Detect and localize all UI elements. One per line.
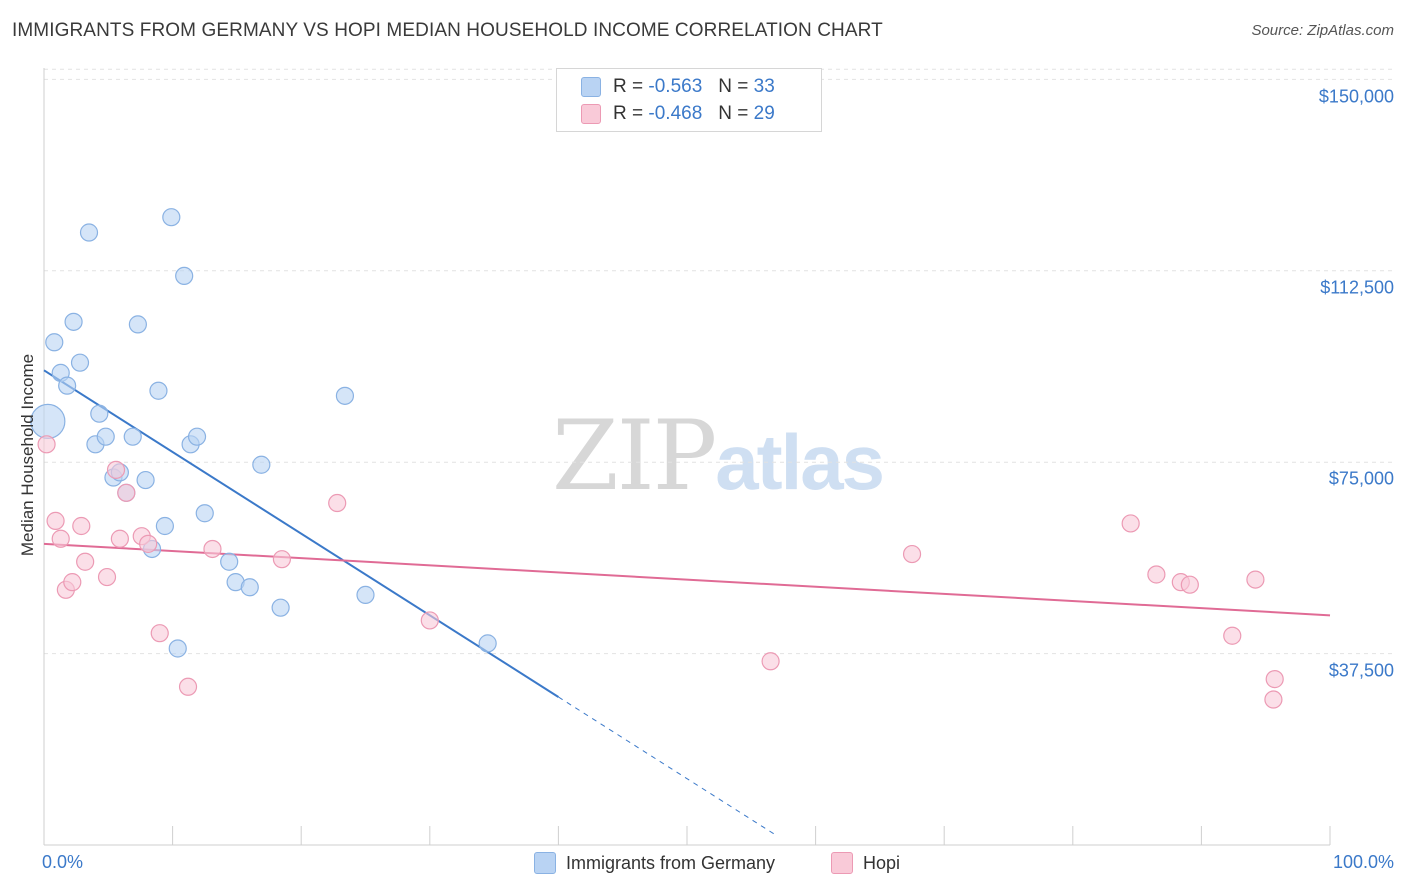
- legend-swatch-hopi: [831, 852, 853, 874]
- y-axis-label: Median Household Income: [18, 353, 37, 557]
- legend-row-germany: R = -0.563 N = 33: [581, 75, 775, 99]
- data-point-germany: [79, 223, 99, 242]
- data-point-germany: [64, 312, 83, 331]
- data-point-germany: [58, 376, 77, 395]
- data-point-germany: [240, 578, 259, 597]
- data-point-hopi: [106, 460, 126, 479]
- n-value: 33: [753, 76, 775, 97]
- data-point-hopi: [76, 552, 95, 571]
- data-point-hopi: [203, 539, 222, 559]
- data-point-germany: [195, 504, 214, 523]
- n-label: N =: [718, 76, 749, 97]
- legend-label-hopi: Hopi: [863, 852, 901, 873]
- data-point-hopi: [1223, 626, 1242, 645]
- r-label: R =: [613, 76, 644, 97]
- data-point-germany: [252, 455, 271, 474]
- data-point-hopi: [97, 567, 117, 587]
- legend-item-hopi[interactable]: Hopi: [831, 852, 900, 874]
- data-point-germany: [149, 381, 168, 400]
- trend-line: [43, 369, 559, 698]
- x-tick-label-end: 100.0%: [1332, 852, 1394, 872]
- legend-item-germany[interactable]: Immigrants from Germany: [534, 852, 775, 874]
- data-point-hopi: [1246, 570, 1265, 589]
- legend-row-hopi: R = -0.468 N = 29: [581, 102, 775, 126]
- data-point-germany: [96, 427, 115, 446]
- data-point-germany: [335, 386, 355, 405]
- legend-swatch-hopi: [581, 104, 601, 124]
- data-point-germany: [123, 427, 142, 446]
- y-tick-label: $150,000: [1318, 86, 1394, 107]
- data-point-hopi: [46, 511, 65, 530]
- data-point-hopi: [51, 529, 70, 548]
- data-point-germany: [175, 266, 194, 286]
- watermark: ZIPatlas: [552, 400, 885, 512]
- data-point-germany: [136, 470, 155, 490]
- data-point-germany: [45, 333, 64, 352]
- data-point-hopi: [1121, 514, 1140, 533]
- n-label: N =: [718, 103, 749, 124]
- data-point-germany: [220, 552, 239, 571]
- chart-title: IMMIGRANTS FROM GERMANY VS HOPI MEDIAN H…: [12, 20, 883, 41]
- trend-line-extension: [558, 696, 778, 837]
- n-value: 29: [753, 103, 775, 124]
- data-point-hopi: [761, 652, 780, 671]
- r-value: -0.468: [648, 103, 703, 124]
- legend-label-germany: Immigrants from Germany: [566, 852, 776, 873]
- y-tick-label: $112,500: [1320, 277, 1394, 298]
- legend-swatch-germany: [534, 852, 556, 874]
- x-tick-label-start: 0.0%: [42, 852, 84, 872]
- source-credit: Source: ZipAtlas.com: [1251, 22, 1394, 39]
- data-point-hopi: [150, 624, 169, 643]
- data-point-hopi: [1265, 670, 1284, 689]
- data-point-germany: [128, 315, 147, 334]
- data-point-hopi: [178, 677, 198, 696]
- data-point-germany: [271, 598, 290, 617]
- data-point-germany: [70, 353, 90, 372]
- trend-line: [43, 542, 1331, 617]
- y-tick-label: $37,500: [1328, 660, 1394, 681]
- data-point-germany: [168, 639, 187, 658]
- legend-swatch-germany: [581, 77, 601, 97]
- data-point-hopi: [272, 550, 292, 569]
- data-point-germany: [90, 404, 109, 423]
- data-point-hopi: [328, 493, 347, 513]
- r-value: -0.563: [648, 76, 703, 97]
- r-label: R =: [613, 103, 644, 124]
- data-point-hopi: [420, 611, 439, 630]
- data-point-germany: [478, 634, 497, 653]
- data-point-germany: [162, 208, 181, 227]
- correlation-legend: R = -0.563 N = 33 R = -0.468 N = 29: [556, 68, 822, 132]
- data-point-hopi: [110, 529, 129, 548]
- data-point-hopi: [902, 544, 922, 564]
- data-point-hopi: [1180, 575, 1199, 594]
- data-point-germany: [187, 427, 207, 446]
- data-point-germany: [356, 585, 375, 605]
- data-point-hopi: [1264, 690, 1283, 709]
- data-point-hopi: [63, 573, 82, 592]
- data-point-hopi: [117, 483, 136, 502]
- data-point-hopi: [72, 516, 91, 536]
- watermark-zip: ZIP: [552, 400, 717, 512]
- data-point-hopi: [1147, 565, 1166, 584]
- data-point-germany: [155, 516, 174, 536]
- data-point-hopi: [37, 435, 56, 454]
- data-point-hopi: [139, 534, 158, 553]
- y-tick-label: $75,000: [1328, 468, 1394, 489]
